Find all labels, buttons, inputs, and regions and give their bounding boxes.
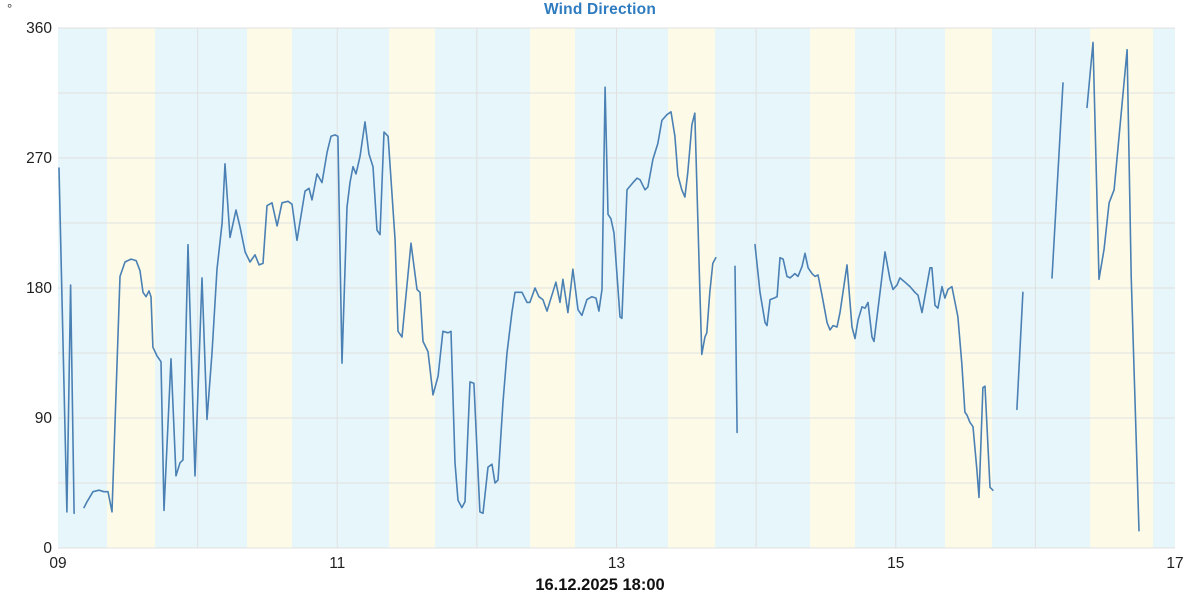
y-tick-label: 0 [43, 540, 52, 557]
y-axis-unit-label: ° [7, 1, 13, 16]
wind-direction-line [1016, 291, 1024, 411]
wind-direction-line [1086, 41, 1140, 532]
wind-direction-line [83, 86, 717, 515]
y-tick-label: 90 [35, 410, 53, 427]
y-tick-label: 180 [26, 280, 52, 297]
x-tick-label: 13 [608, 555, 625, 572]
wind-direction-line [754, 243, 994, 499]
x-tick-label: 11 [329, 555, 345, 572]
footer-date-label: 16.12.2025 18:00 [535, 576, 665, 594]
wind-direction-line [58, 167, 75, 515]
x-tick-label: 15 [887, 555, 904, 572]
wind-direction-line [734, 265, 738, 434]
y-tick-label: 270 [26, 150, 52, 167]
chart-title: Wind Direction [543, 1, 657, 18]
x-tick-label: 09 [49, 555, 66, 572]
wind-direction-line [1051, 82, 1064, 279]
x-tick-label: 17 [1166, 555, 1183, 572]
y-tick-label: 360 [26, 20, 52, 37]
